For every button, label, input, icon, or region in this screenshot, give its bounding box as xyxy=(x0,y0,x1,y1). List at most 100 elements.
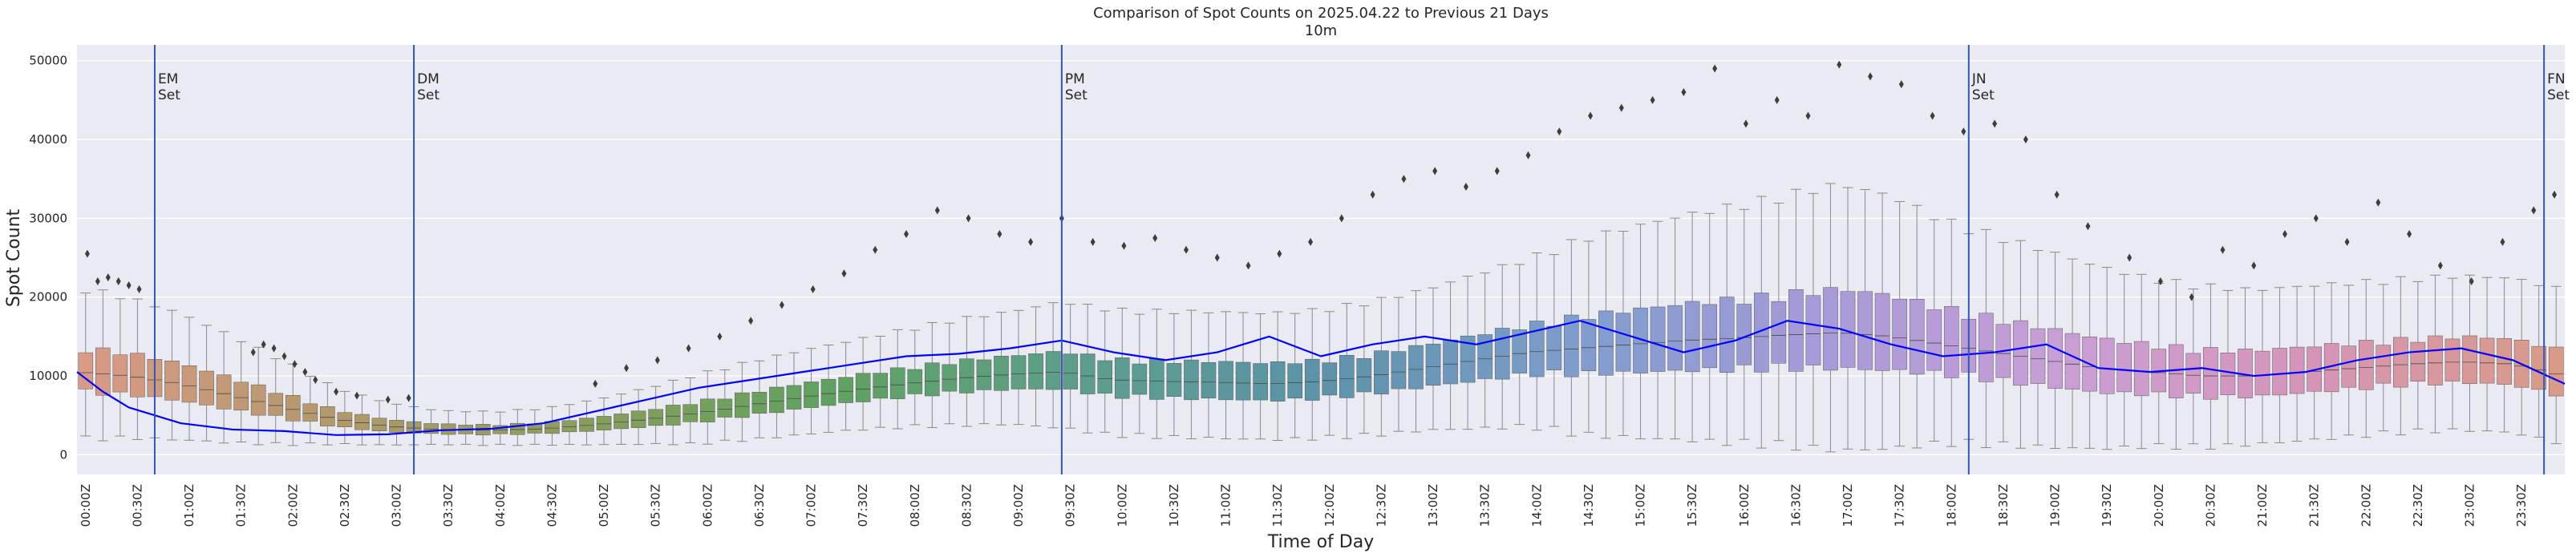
outlier-point xyxy=(1183,245,1189,254)
outlier-point xyxy=(95,277,100,286)
outlier-point xyxy=(115,277,121,286)
box-body xyxy=(959,358,974,394)
box-body xyxy=(1546,325,1562,370)
outlier-point xyxy=(1090,237,1096,246)
outlier-point xyxy=(1898,80,1904,89)
box-body xyxy=(1667,305,1683,371)
box-body xyxy=(2030,328,2046,384)
box-body xyxy=(2479,337,2495,384)
annotation-label: FN xyxy=(2547,71,2566,87)
outlier-point xyxy=(2054,190,2060,199)
box-body xyxy=(371,418,387,431)
outlier-point xyxy=(1618,103,1624,112)
box-body xyxy=(1270,361,1286,402)
box-body xyxy=(337,412,353,428)
outlier-point xyxy=(1308,237,1314,246)
box-body xyxy=(561,420,577,433)
box-body xyxy=(2185,353,2201,394)
box-body xyxy=(682,404,699,422)
outlier-point xyxy=(1494,167,1500,176)
box-body xyxy=(1892,298,1907,370)
x-tick-label: 15:00Z xyxy=(1634,484,1648,527)
box-body xyxy=(1564,314,1579,377)
box-body xyxy=(1460,335,1476,383)
outlier-point xyxy=(105,273,111,282)
outlier-point xyxy=(302,368,308,377)
x-tick-label: 06:00Z xyxy=(700,484,715,527)
box-body xyxy=(354,414,370,430)
series-line xyxy=(76,320,2566,436)
box-body xyxy=(233,381,249,411)
box-body xyxy=(1356,357,1372,393)
series-line-group xyxy=(76,320,2566,436)
outlier-point xyxy=(313,375,318,384)
outlier-point xyxy=(2085,222,2091,231)
outlier-point xyxy=(2282,230,2288,239)
box-body xyxy=(492,425,508,434)
y-axis-label: Spot Count xyxy=(4,208,24,307)
x-tick-label: 07:30Z xyxy=(856,484,870,527)
x-tick-label: 20:00Z xyxy=(2152,484,2166,527)
box-body xyxy=(1805,295,1821,365)
box-body xyxy=(95,347,111,396)
outlier-point xyxy=(966,214,971,223)
box-body xyxy=(1201,362,1217,399)
annotation-label: DM xyxy=(417,71,439,87)
box-body xyxy=(320,406,335,426)
box-body xyxy=(769,386,784,414)
box-body xyxy=(1598,310,1614,376)
outlier-point xyxy=(1774,95,1780,104)
box-body xyxy=(1615,313,1631,372)
box-body xyxy=(1235,361,1251,401)
outlier-point xyxy=(1557,127,1562,136)
x-tick-label: 13:30Z xyxy=(1478,484,1493,527)
box-series xyxy=(78,183,2564,453)
box-body xyxy=(1788,289,1804,372)
annotation-label: Set xyxy=(1065,87,1088,103)
outlier-point xyxy=(654,356,660,365)
box-body xyxy=(1443,339,1458,385)
x-tick-label: 20:30Z xyxy=(2203,484,2218,527)
box-body xyxy=(1184,359,1199,401)
box-body xyxy=(2220,353,2236,395)
box-body xyxy=(1374,350,1389,395)
x-tick-label: 08:30Z xyxy=(959,484,974,527)
box-body xyxy=(1943,306,1959,378)
annotation-label: Set xyxy=(1972,87,1995,103)
box-body xyxy=(2254,350,2270,396)
x-tick-label: 05:30Z xyxy=(649,484,663,527)
box-body xyxy=(2099,337,2115,394)
outlier-point xyxy=(1370,190,1375,199)
outlier-point xyxy=(2469,277,2474,286)
outlier-point xyxy=(1245,261,1251,270)
annotation-label: Set xyxy=(2547,87,2570,103)
x-tick-label: 05:00Z xyxy=(597,484,611,527)
box-body xyxy=(1581,319,1597,372)
x-axis-ticks: 00:00Z 00:30Z 01:00Z 01:30Z 02:00Z 02:30Z 03:0… xyxy=(79,484,2529,527)
x-tick-label: 23:00Z xyxy=(2463,484,2477,527)
outlier-point xyxy=(126,281,132,289)
x-tick-label: 21:30Z xyxy=(2307,484,2322,527)
box-body xyxy=(976,359,992,390)
outlier-points xyxy=(84,60,2558,404)
box-body xyxy=(181,365,197,403)
box-body xyxy=(199,370,214,406)
x-tick-label: 00:30Z xyxy=(130,484,144,527)
box-body xyxy=(1339,355,1355,398)
box-body xyxy=(1045,351,1061,390)
x-tick-label: 22:30Z xyxy=(2411,484,2425,527)
x-tick-label: 23:30Z xyxy=(2514,484,2529,527)
box-body xyxy=(1857,291,1873,370)
outlier-point xyxy=(1401,175,1407,184)
plot-area xyxy=(77,45,2565,474)
box-body xyxy=(1874,293,1890,371)
box-body xyxy=(2116,343,2132,393)
x-tick-label: 19:00Z xyxy=(2048,484,2063,527)
box-body xyxy=(2013,320,2028,386)
outlier-point xyxy=(2344,237,2350,246)
x-tick-label: 02:30Z xyxy=(338,484,352,527)
x-tick-label: 06:30Z xyxy=(752,484,767,527)
outlier-point xyxy=(1525,151,1531,159)
outlier-point xyxy=(841,269,847,278)
outlier-point xyxy=(779,301,784,309)
